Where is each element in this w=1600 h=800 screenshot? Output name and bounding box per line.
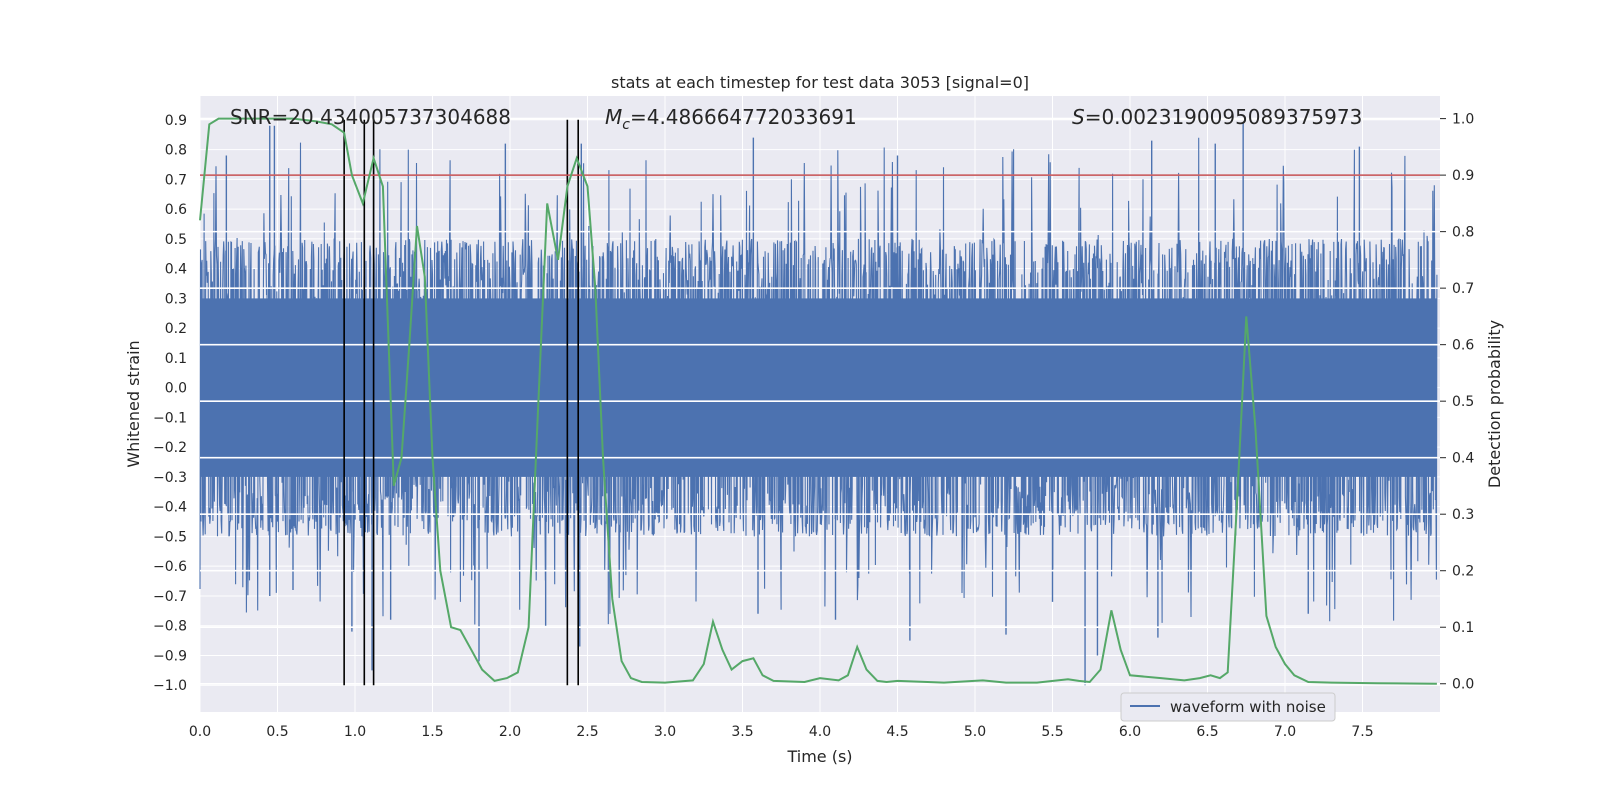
y-axis-right-label: Detection probability	[1485, 320, 1504, 488]
detection-probability-line	[199, 117, 1437, 685]
y-left-tick-label: 0.0	[165, 381, 187, 397]
y-right-tick-label: 0.2	[1452, 564, 1474, 580]
x-tick-label: 5.5	[1041, 724, 1063, 740]
s-score-symbol: S	[1072, 105, 1085, 129]
y-left-tick-label: −0.8	[153, 619, 187, 635]
chirp-mass-annotation: Mc=4.486664772033691	[605, 105, 857, 133]
x-tick-label: 2.0	[499, 724, 521, 740]
x-tick-label: 1.5	[421, 724, 443, 740]
probability-series	[199, 117, 1437, 685]
y-left-tick-label: −0.1	[153, 410, 187, 426]
s-score-annotation: S=0.0023190095089375973	[1072, 105, 1362, 129]
chirp-mass-symbol: M	[605, 105, 622, 129]
x-tick-label: 0.5	[266, 724, 288, 740]
chirp-mass-subscript: c	[622, 117, 630, 133]
y-left-tick-label: 0.9	[165, 113, 187, 129]
legend-label: waveform with noise	[1170, 698, 1326, 716]
y-left-tick-label: 0.3	[165, 291, 187, 307]
y-right-tick-label: 0.5	[1452, 394, 1474, 410]
x-tick-label: 7.5	[1351, 724, 1373, 740]
y-right-tick-label: 0.9	[1452, 168, 1474, 184]
legend: waveform with noise	[1120, 692, 1336, 722]
x-tick-label: 4.0	[809, 724, 831, 740]
y-right-tick-label: 0.4	[1452, 451, 1474, 467]
y-left-tick-label: 0.7	[165, 172, 187, 188]
y-left-tick-label: 0.2	[165, 321, 187, 337]
y-right-tick-label: 1.0	[1452, 112, 1474, 128]
y-right-tick-label: 0.1	[1452, 620, 1474, 636]
x-tick-label: 4.5	[886, 724, 908, 740]
chirp-mass-value: =4.486664772033691	[630, 105, 857, 129]
y-right-tick-label: 0.3	[1452, 507, 1474, 523]
x-tick-label: 3.5	[731, 724, 753, 740]
vertical-markers	[343, 119, 580, 686]
x-tick-label: 0.0	[189, 724, 211, 740]
y-right-tick-label: 0.7	[1452, 281, 1474, 297]
y-left-tick-label: 0.5	[165, 232, 187, 248]
y-axis-left-label: Whitened strain	[124, 340, 143, 467]
y-left-tick-label: −0.6	[153, 559, 187, 575]
y-left-tick-label: −1.0	[153, 678, 187, 694]
y-right-tick-label: 0.6	[1452, 338, 1474, 354]
y-left-tick-label: −0.2	[153, 440, 187, 456]
y-left-tick-label: −0.9	[153, 648, 187, 664]
y-left-tick-label: −0.3	[153, 470, 187, 486]
y-right-tick-label: 0.8	[1452, 225, 1474, 241]
y-left-tick-label: 0.1	[165, 351, 187, 367]
y-left-tick-label: 0.4	[165, 262, 187, 278]
x-tick-label: 7.0	[1274, 724, 1296, 740]
x-tick-label: 6.5	[1196, 724, 1218, 740]
x-tick-label: 6.0	[1119, 724, 1141, 740]
s-score-value: =0.0023190095089375973	[1085, 105, 1363, 129]
snr-annotation: SNR=20.434005737304688	[230, 105, 511, 129]
chart-title: stats at each timestep for test data 305…	[611, 73, 1029, 92]
y-right-tick-label: 0.0	[1452, 677, 1474, 693]
x-tick-label: 1.0	[344, 724, 366, 740]
y-left-tick-label: 0.8	[165, 143, 187, 159]
x-tick-label: 5.0	[964, 724, 986, 740]
y-left-tick-label: −0.7	[153, 589, 187, 605]
legend-box	[1120, 692, 1336, 722]
y-left-tick-label: 0.6	[165, 202, 187, 218]
x-tick-label: 3.0	[654, 724, 676, 740]
x-axis-label: Time (s)	[786, 747, 852, 766]
y-left-tick-label: −0.5	[153, 529, 187, 545]
y-left-tick-label: −0.4	[153, 500, 187, 516]
x-tick-label: 2.5	[576, 724, 598, 740]
axis-ticks: 0.0 0.5 1.0 1.5 2.0 2.5 3.0 3.5 4.0 4.5 5.0 5.5 6.0 6…	[153, 112, 1474, 740]
